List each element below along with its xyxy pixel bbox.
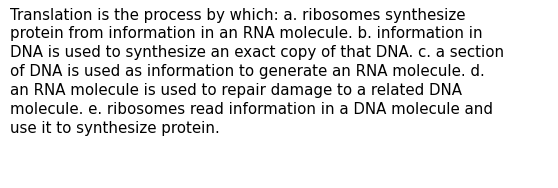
Text: Translation is the process by which: a. ribosomes synthesize
protein from inform: Translation is the process by which: a. … [10,8,504,136]
